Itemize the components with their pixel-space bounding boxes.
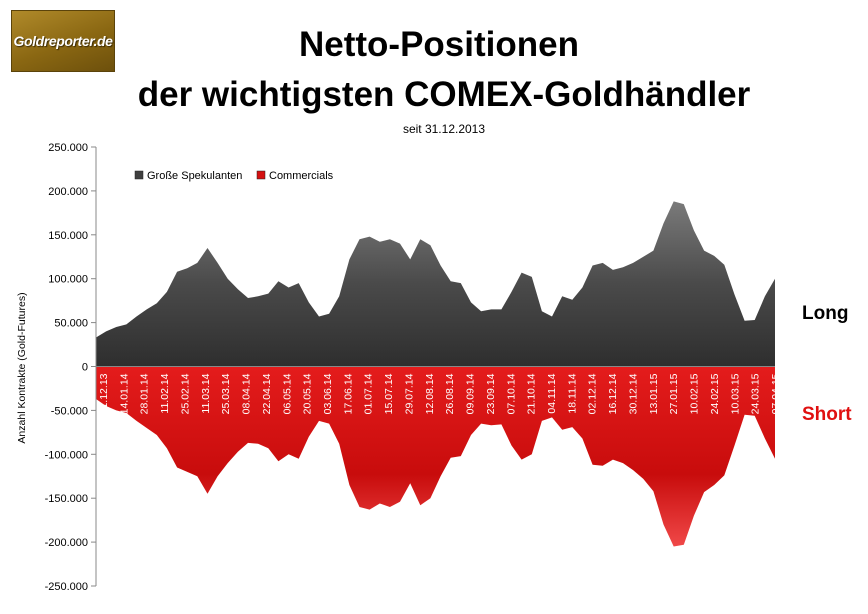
legend-entry-1: Commercials <box>269 170 334 182</box>
x-tick-label: 22.04.14 <box>261 373 273 414</box>
area-series-0 <box>96 201 775 367</box>
x-tick-label: 24.02.15 <box>709 373 721 414</box>
goldreporter-logo: Goldreporter.de <box>11 10 115 72</box>
x-tick-label: 09.09.14 <box>465 373 477 414</box>
x-tick-label: 25.02.14 <box>180 373 192 414</box>
y-tick-label: -100.000 <box>45 449 88 461</box>
x-tick-label: 16.12.14 <box>607 373 619 414</box>
legend-swatch-1 <box>256 170 266 180</box>
y-tick-label: -200.000 <box>45 537 88 549</box>
y-axis: 250.000 200.000 150.000 100.000 50.000 0 -50.0… <box>45 142 775 593</box>
x-tick-label: 18.11.14 <box>566 373 578 413</box>
chart-title-line2: der wichtigsten COMEX-Goldhändler <box>137 75 751 114</box>
y-tick-label: -50.000 <box>51 405 88 417</box>
x-tick-label: 30.12.14 <box>628 373 640 414</box>
x-tick-label: 06.05.14 <box>281 373 293 414</box>
x-tick-label: 15.07.14 <box>383 373 395 414</box>
y-tick-label: 250.000 <box>48 142 88 154</box>
x-axis: 31.12.13 14.01.14 28.01.14 11.02.14 25.02.14… <box>98 373 782 414</box>
x-tick-label: 13.01.15 <box>648 373 660 414</box>
chart-subtitle: seit 31.12.2013 <box>402 122 486 136</box>
x-tick-label: 04.11.14 <box>546 373 558 413</box>
y-tick-label: 50.000 <box>54 318 88 330</box>
y-tick-label: 200.000 <box>48 186 88 198</box>
x-tick-label: 21.10.14 <box>526 373 538 414</box>
x-tick-label: 01.07.14 <box>363 373 375 414</box>
x-tick-label: 10.02.15 <box>689 373 701 414</box>
area-series-1 <box>96 366 775 547</box>
x-tick-label: 03.06.14 <box>322 373 334 414</box>
x-tick-label: 31.12.13 <box>98 373 110 414</box>
x-tick-label: 28.01.14 <box>139 373 151 414</box>
x-tick-label: 11.02.14 <box>159 373 171 413</box>
x-tick-label: 02.12.14 <box>587 373 599 414</box>
long-label: Long <box>802 303 849 324</box>
x-tick-label: 17.06.14 <box>342 373 354 414</box>
x-tick-label: 29.07.14 <box>404 373 416 414</box>
y-tick-label: 0 <box>82 362 88 374</box>
x-tick-label: 23.09.14 <box>485 373 497 414</box>
y-tick-label: 100.000 <box>48 274 88 286</box>
legend-swatch-0 <box>134 170 144 180</box>
x-tick-label: 20.05.14 <box>302 373 314 414</box>
x-tick-label: 25.03.14 <box>220 373 232 414</box>
x-tick-label: 24.03.15 <box>750 373 762 414</box>
short-label: Short <box>802 404 852 425</box>
x-tick-label: 10.03.15 <box>729 373 741 414</box>
x-tick-label: 14.01.14 <box>118 373 130 414</box>
legend: Große Spekulanten Commercials <box>134 170 334 182</box>
y-tick-label: -250.000 <box>45 581 88 593</box>
x-tick-label: 26.08.14 <box>444 373 456 414</box>
chart-title-line1: Netto-Positionen <box>299 25 579 64</box>
x-tick-label: 07.04.15 <box>770 373 782 414</box>
y-axis-label: Anzahl Kontrakte (Gold-Futures) <box>16 292 28 443</box>
x-tick-label: 08.04.14 <box>241 373 253 414</box>
legend-entry-0: Große Spekulanten <box>147 170 242 182</box>
x-tick-label: 11.03.14 <box>200 373 212 413</box>
y-tick-label: -150.000 <box>45 493 88 505</box>
y-tick-label: 150.000 <box>48 230 88 242</box>
x-tick-label: 12.08.14 <box>424 373 436 414</box>
logo-text: Goldreporter.de <box>13 33 113 49</box>
x-tick-label: 07.10.14 <box>505 373 517 414</box>
plot-area <box>96 201 775 547</box>
x-tick-label: 27.01.15 <box>668 373 680 414</box>
